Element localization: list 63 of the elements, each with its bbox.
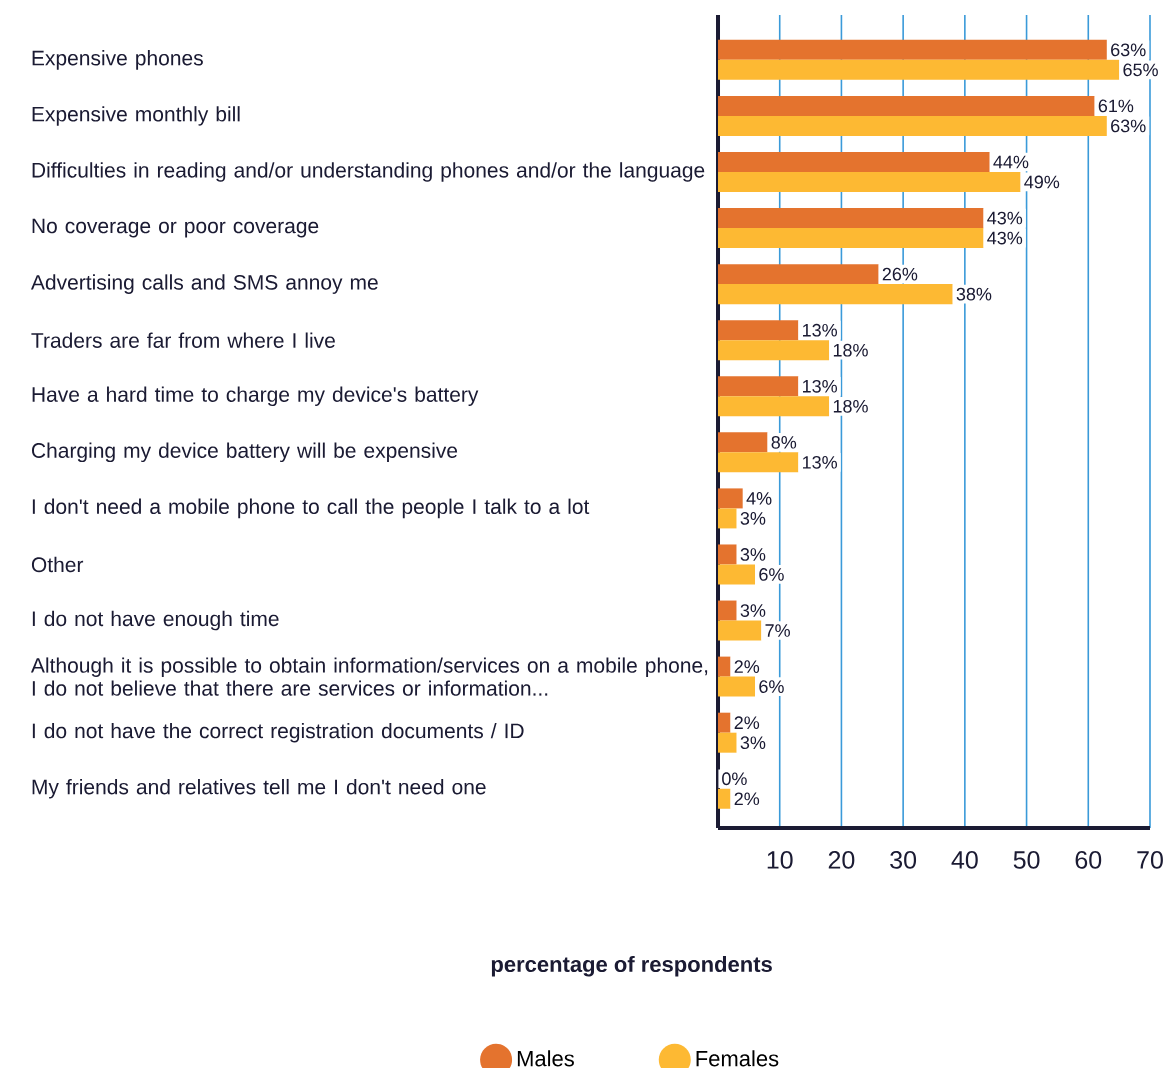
data-label: 2% (734, 660, 760, 673)
data-label: 6% (759, 568, 784, 581)
data-label: 18% (833, 343, 868, 357)
x-tick-label: 20 (828, 851, 855, 869)
bar (718, 676, 756, 697)
y-tick-label: Have a hard time to charge my device's battery (32, 386, 479, 407)
bar (718, 656, 731, 677)
data-label: 43% (987, 231, 1023, 245)
legend-label: Males (517, 1050, 574, 1067)
data-label: 3% (740, 512, 766, 525)
data-label: 3% (740, 736, 766, 750)
x-tick-label: 70 (1137, 851, 1163, 869)
data-label: 6% (759, 680, 784, 693)
y-tick-label: Although it is possible to obtain information/services on a mobile phone, I do not believe that there are services or information... (30, 657, 708, 696)
bar (718, 544, 737, 565)
x-axis-title: percentage of respondents (491, 955, 772, 977)
x-tick-label: 30 (890, 851, 917, 869)
data-label: 13% (803, 379, 838, 393)
data-label: 44% (993, 155, 1029, 169)
data-label: 2% (734, 792, 760, 806)
bar (718, 788, 731, 809)
data-label: 63% (1111, 43, 1146, 57)
x-tick-label: 40 (951, 851, 978, 869)
bar (718, 564, 756, 585)
data-label: 7% (765, 624, 790, 637)
x-tick-label: 10 (767, 851, 793, 869)
data-label: 3% (740, 604, 766, 617)
data-label: 43% (987, 211, 1023, 225)
legend-label: Females (696, 1050, 779, 1067)
y-tick-label: Other (31, 556, 84, 573)
data-label: 3% (740, 548, 766, 561)
bar (718, 600, 737, 621)
x-tick-label: 50 (1013, 851, 1040, 869)
y-tick-label: I do not have the correct registration documents / ID (32, 722, 524, 743)
data-label: 4% (746, 492, 772, 505)
y-tick-label: Advertising calls and SMS annoy me (30, 274, 378, 294)
data-label: 13% (803, 323, 838, 337)
x-tick-label: 60 (1075, 851, 1102, 869)
y-tick-label: My friends and relatives tell me I don't need one (32, 778, 486, 799)
y-tick-label: Charging my device battery will be expensive (32, 442, 458, 463)
y-tick-label: Expensive monthly bill (32, 106, 240, 126)
data-label: 63% (1111, 119, 1146, 133)
data-label: 65% (1123, 63, 1158, 77)
data-label: 18% (833, 399, 868, 413)
data-label: 38% (956, 287, 992, 301)
y-tick-label: Traders are far from where I live (31, 332, 335, 348)
bar (718, 95, 1095, 116)
data-label: 2% (734, 716, 760, 730)
bar (718, 508, 737, 529)
y-tick-label: No coverage or poor coverage (32, 218, 319, 238)
data-label: 61% (1098, 99, 1134, 113)
bar (718, 115, 1107, 136)
y-tick-label: Expensive phones (32, 50, 203, 70)
data-label: 26% (882, 267, 918, 281)
data-label: 49% (1024, 175, 1060, 189)
y-tick-label: Difficulties in reading and/or understanding phones and/or the language (32, 162, 705, 182)
data-label: 0% (722, 772, 747, 786)
data-label: 8% (771, 435, 797, 449)
y-tick-label: I don't need a mobile phone to call the people I talk to a lot (32, 498, 590, 519)
bar (718, 712, 731, 733)
bar (718, 732, 737, 753)
y-tick-label: I do not have enough time (32, 610, 279, 631)
data-label: 13% (803, 455, 838, 469)
